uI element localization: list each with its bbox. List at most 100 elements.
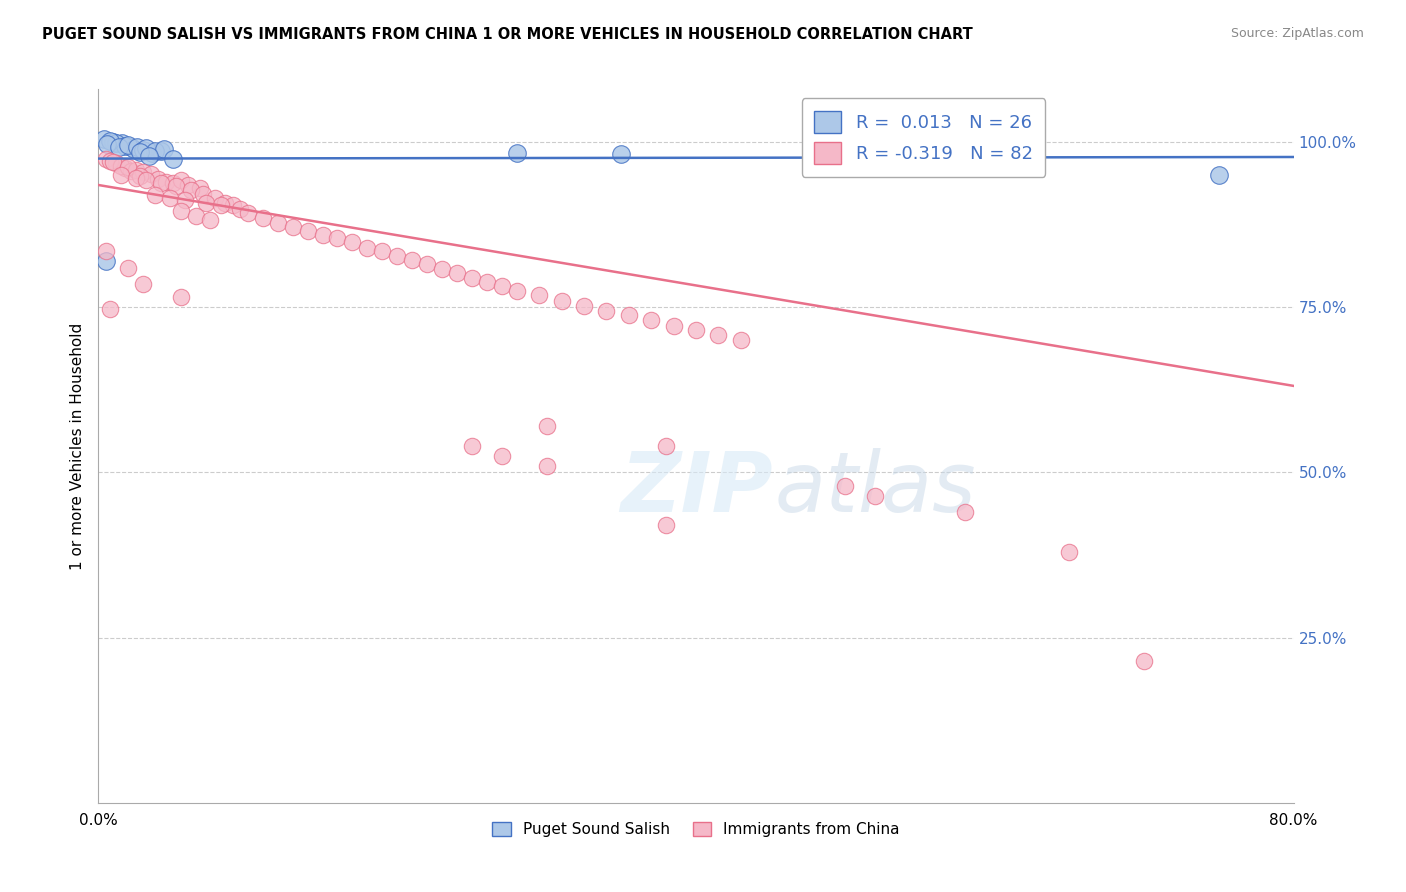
Point (139, 167, 162, 181)
Point (129, 169, 152, 184)
Point (188, 181, 211, 195)
Y-axis label: 1 or more Vehicles in Household: 1 or more Vehicles in Household (69, 322, 84, 570)
Point (132, 277, 155, 292)
Point (143, 145, 166, 159)
Point (342, 235, 364, 250)
Point (132, 165, 155, 179)
Point (655, 518, 678, 533)
Point (135, 141, 157, 155)
Point (430, 261, 453, 276)
Point (662, 318, 685, 333)
Point (110, 159, 132, 173)
Point (685, 323, 707, 337)
Point (125, 162, 148, 177)
Point (229, 202, 252, 217)
Point (94, 254, 117, 268)
Point (572, 299, 595, 313)
Point (356, 241, 378, 255)
Point (527, 288, 550, 302)
Point (105, 136, 128, 151)
Legend: Puget Sound Salish, Immigrants from China: Puget Sound Salish, Immigrants from Chin… (485, 814, 907, 845)
Point (125, 171, 148, 186)
Point (506, 145, 529, 160)
Point (1133, 654, 1156, 668)
Point (93, 132, 115, 146)
Point (127, 139, 149, 153)
Point (491, 279, 513, 293)
Point (129, 145, 152, 159)
Point (506, 284, 529, 298)
Point (984, 161, 1007, 176)
Point (401, 252, 423, 267)
Point (536, 419, 558, 434)
Point (617, 308, 640, 322)
Point (730, 333, 752, 347)
Point (162, 152, 184, 166)
Point (124, 142, 146, 156)
Point (159, 191, 181, 205)
Point (150, 176, 173, 190)
Point (311, 227, 333, 242)
Point (200, 213, 222, 227)
Point (1059, 545, 1081, 559)
Point (150, 144, 173, 158)
Point (1208, 168, 1230, 182)
Point (267, 216, 290, 230)
Text: Source: ZipAtlas.com: Source: ZipAtlas.com (1230, 27, 1364, 40)
Point (416, 257, 439, 271)
Point (94, 244, 117, 258)
Text: PUGET SOUND SALISH VS IMMIGRANTS FROM CHINA 1 OR MORE VEHICLES IN HOUSEHOLD CORR: PUGET SOUND SALISH VS IMMIGRANTS FROM CH… (42, 27, 973, 42)
Point (707, 328, 730, 343)
Point (281, 219, 304, 234)
Point (94, 152, 117, 166)
Point (117, 160, 139, 174)
Point (162, 176, 184, 190)
Point (153, 142, 176, 156)
Point (461, 270, 484, 285)
Point (114, 161, 136, 176)
Point (834, 478, 856, 492)
Point (610, 147, 633, 161)
Point (155, 175, 177, 189)
Point (953, 505, 976, 519)
Point (108, 140, 131, 154)
Point (214, 195, 236, 210)
Point (103, 154, 125, 169)
Point (326, 231, 349, 245)
Point (236, 206, 259, 220)
Point (371, 244, 394, 258)
Point (297, 224, 319, 238)
Text: atlas: atlas (775, 449, 976, 529)
Point (117, 260, 139, 275)
Point (595, 303, 617, 318)
Point (143, 188, 166, 202)
Point (132, 143, 155, 157)
Point (105, 156, 128, 170)
Point (120, 164, 142, 178)
Point (120, 140, 142, 154)
Point (252, 211, 274, 225)
Point (169, 204, 191, 219)
Point (446, 266, 468, 280)
Point (209, 198, 232, 212)
Point (110, 168, 132, 182)
Point (148, 172, 170, 186)
Point (135, 173, 157, 187)
Point (655, 439, 678, 453)
Point (550, 293, 572, 308)
Point (191, 186, 214, 201)
Point (475, 275, 498, 289)
Point (98, 134, 122, 148)
Point (491, 449, 513, 463)
Point (138, 149, 160, 163)
Point (174, 193, 197, 207)
Point (98, 301, 122, 316)
Point (169, 172, 191, 186)
Text: ZIP: ZIP (620, 449, 772, 529)
Point (169, 290, 191, 304)
Point (222, 198, 245, 212)
Point (165, 178, 187, 193)
Point (117, 137, 139, 152)
Point (114, 139, 136, 153)
Point (385, 249, 409, 263)
